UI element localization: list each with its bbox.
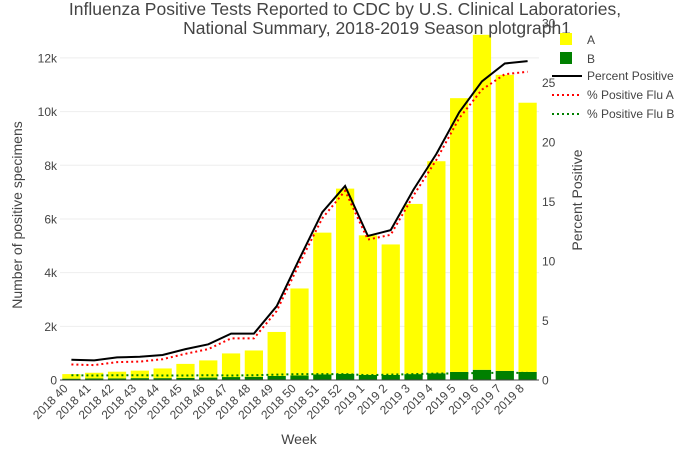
y-tick-label: 2k: [44, 320, 58, 334]
bar-a: [358, 235, 378, 375]
bar-a: [85, 372, 104, 379]
bar-b: [404, 374, 423, 380]
bar-a: [472, 34, 492, 370]
bar-a: [518, 102, 537, 372]
bar-a: [176, 363, 195, 378]
legend: AB Percent Positive % Positive Flu A % Posi…: [552, 33, 674, 121]
bar-a: [244, 350, 264, 377]
bar-a: [495, 74, 514, 371]
y-tick-label: 0: [50, 374, 57, 388]
bar-b: [244, 376, 264, 380]
bar-a: [404, 203, 423, 375]
lines: [71, 60, 528, 377]
y2-tick-label: 25: [542, 76, 556, 90]
bar-a: [313, 232, 332, 375]
bar-b: [62, 378, 81, 380]
y-tick-label: 10k: [38, 105, 58, 119]
bar-b: [107, 378, 127, 380]
bars: [62, 34, 537, 380]
bar-b: [176, 377, 195, 380]
bar-b: [450, 371, 469, 380]
y2-tick-label: 30: [542, 17, 556, 31]
legend-label-line-2: % Positive Flu B: [587, 107, 674, 121]
y2-tick-label: 10: [542, 255, 556, 269]
x-axis-label: Week: [281, 431, 318, 447]
bar-b: [267, 375, 286, 380]
bar-b: [518, 371, 537, 380]
bar-a: [335, 188, 355, 374]
bar-a: [427, 161, 446, 374]
y-tick-label: 8k: [44, 159, 58, 173]
bar-b: [495, 370, 514, 380]
bar-b: [313, 374, 332, 380]
bar-a: [62, 374, 81, 379]
bar-b: [130, 378, 149, 380]
y2-tick-label: 20: [542, 136, 556, 150]
bar-b: [221, 377, 241, 380]
line-series-0: [71, 60, 528, 362]
y2-tick-label: 15: [542, 195, 556, 209]
bar-b: [358, 374, 378, 380]
y-tick-label: 4k: [44, 266, 58, 280]
y2-tick-label: 0: [542, 374, 549, 388]
legend-swatch-a: [560, 33, 572, 45]
bar-a: [221, 353, 241, 378]
legend-swatch-b: [560, 52, 572, 64]
bar-a: [381, 244, 400, 375]
chart-title-line1: Influenza Positive Tests Reported to CDC…: [69, 0, 621, 19]
y2-tick-label: 5: [542, 314, 549, 328]
y2-axis-label: Percent Positive: [569, 149, 585, 250]
bar-a: [450, 98, 469, 372]
line-series-2: [71, 371, 528, 377]
bar-a: [130, 370, 149, 379]
bar-b: [427, 373, 446, 380]
legend-label-b: B: [587, 52, 595, 66]
bar-a: [267, 331, 286, 376]
bar-b: [290, 375, 309, 380]
bar-b: [381, 374, 400, 380]
bar-a: [290, 288, 309, 376]
chart-title-line2: National Summary, 2018-2019 Season plotg…: [183, 18, 571, 38]
legend-label-a: A: [587, 33, 595, 47]
bar-a: [153, 368, 172, 379]
y-axis-label: Number of positive specimens: [9, 121, 25, 309]
bar-b: [335, 373, 355, 380]
bar-b: [85, 378, 104, 380]
y-tick-label: 12k: [38, 51, 58, 65]
chart-title: Influenza Positive Tests Reported to CDC…: [69, 0, 621, 38]
bar-a: [199, 360, 218, 378]
bar-b: [199, 377, 218, 380]
bar-b: [472, 369, 492, 380]
y-tick-label: 6k: [44, 212, 58, 226]
legend-label-line-0: Percent Positive: [587, 69, 674, 83]
bar-b: [153, 378, 172, 380]
legend-label-line-1: % Positive Flu A: [587, 88, 674, 102]
line-series-1: [71, 70, 528, 367]
